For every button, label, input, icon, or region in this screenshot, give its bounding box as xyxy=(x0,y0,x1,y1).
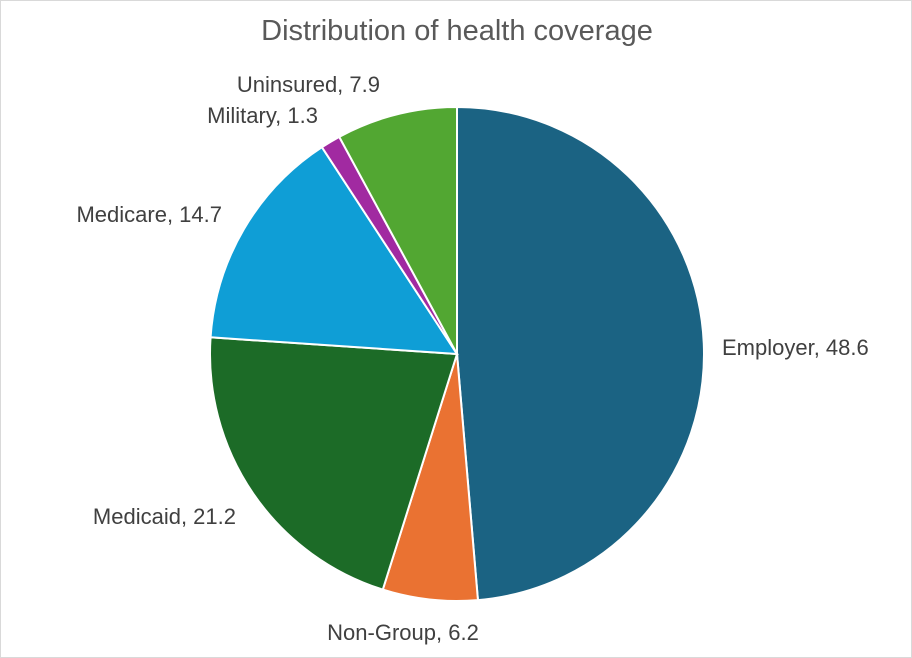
pie-slice-employer xyxy=(456,105,705,602)
slice-label-military: Military, 1.3 xyxy=(207,103,318,128)
pie-slice-medicaid xyxy=(209,336,459,591)
pie-slices xyxy=(209,105,705,602)
pie-slice-uninsured xyxy=(337,105,458,355)
slice-labels: Employer, 48.6 Non-Group, 6.2 Medicaid, 21… xyxy=(76,72,868,645)
slice-label-medicaid: Medicaid, 21.2 xyxy=(93,504,236,529)
slice-label-employer: Employer, 48.6 xyxy=(722,335,869,360)
slice-label-non-group: Non-Group, 6.2 xyxy=(327,620,479,645)
slice-label-uninsured: Uninsured, 7.9 xyxy=(237,72,380,97)
pie-slice-medicare xyxy=(209,145,459,356)
chart-title: Distribution of health coverage xyxy=(261,15,653,47)
slice-label-medicare: Medicare, 14.7 xyxy=(76,202,222,227)
